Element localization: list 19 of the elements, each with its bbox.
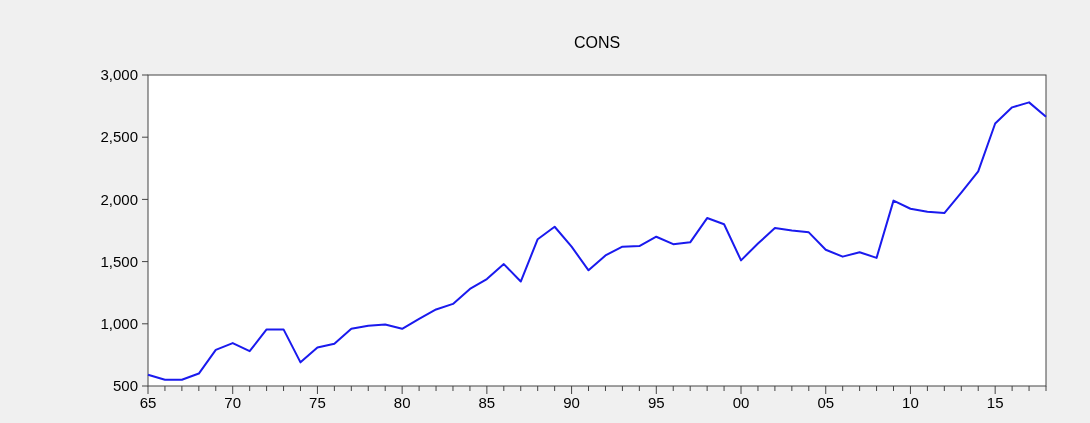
x-tick-label: 70 <box>224 394 242 411</box>
x-tick-label: 05 <box>817 394 835 411</box>
y-tick-label: 500 <box>112 377 138 395</box>
x-tick-label: 75 <box>309 394 326 411</box>
y-tick-label: 2,000 <box>100 190 138 208</box>
x-tick-label: 95 <box>647 394 665 411</box>
x-tick-label: 15 <box>986 394 1004 411</box>
line-series <box>147 101 1047 381</box>
x-tick-label: 80 <box>393 394 411 411</box>
x-tick-label: 10 <box>902 394 919 411</box>
x-tick-label: 65 <box>139 394 157 411</box>
y-tick-label: 2,500 <box>100 128 138 146</box>
x-tick-label: 90 <box>563 394 580 411</box>
chart-title: CONS <box>573 34 621 51</box>
y-tick-label: 3,000 <box>100 66 138 84</box>
y-tick-label: 1,000 <box>100 315 138 333</box>
x-tick-label: 00 <box>732 394 750 411</box>
x-tick-label: 85 <box>478 394 496 411</box>
y-tick-label: 1,500 <box>100 252 138 270</box>
